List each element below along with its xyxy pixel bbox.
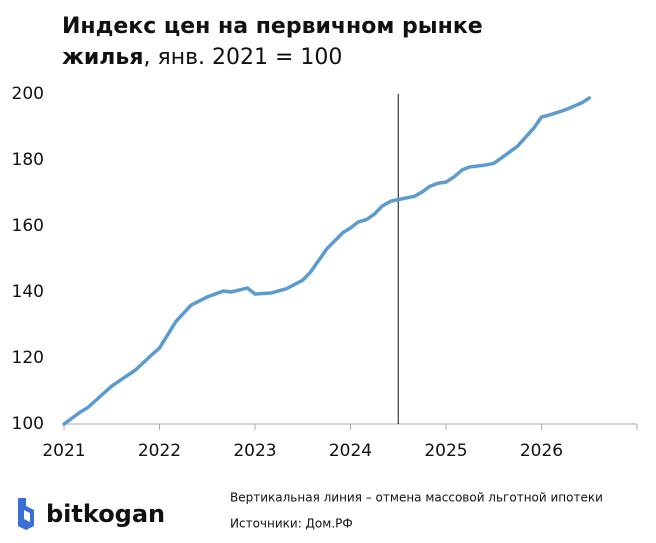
y-tick-label: 140 — [12, 282, 44, 302]
source: Источники: Дом.РФ — [230, 517, 353, 531]
y-tick-label: 120 — [12, 348, 44, 368]
title-line: Индекс цен на первичном рынке — [62, 14, 483, 39]
logo-icon-cut — [24, 510, 30, 522]
series-line — [62, 96, 591, 426]
title-line: жилья — [62, 45, 143, 70]
x-tick-label: 2022 — [138, 441, 181, 461]
chart-subtitle: , янв. 2021 = 100 — [143, 45, 342, 70]
y-tick-label: 100 — [12, 414, 44, 434]
y-tick-label: 200 — [12, 84, 44, 104]
logo: bitkogan — [18, 498, 165, 530]
annotation: Вертикальная линия – отмена массовой льг… — [230, 491, 603, 505]
brand: bitkogan — [46, 500, 165, 528]
chart-title: Индекс цен на первичном рынке жилья, янв.… — [62, 14, 483, 70]
y-tick-label: 160 — [12, 216, 44, 236]
x-tick-label: 2025 — [424, 441, 467, 461]
x-tick-label: 2026 — [520, 441, 563, 461]
x-tick-label: 2023 — [233, 441, 276, 461]
x-tick-label: 2021 — [42, 441, 85, 461]
x-tick-label: 2024 — [329, 441, 372, 461]
y-tick-label: 180 — [12, 150, 44, 170]
